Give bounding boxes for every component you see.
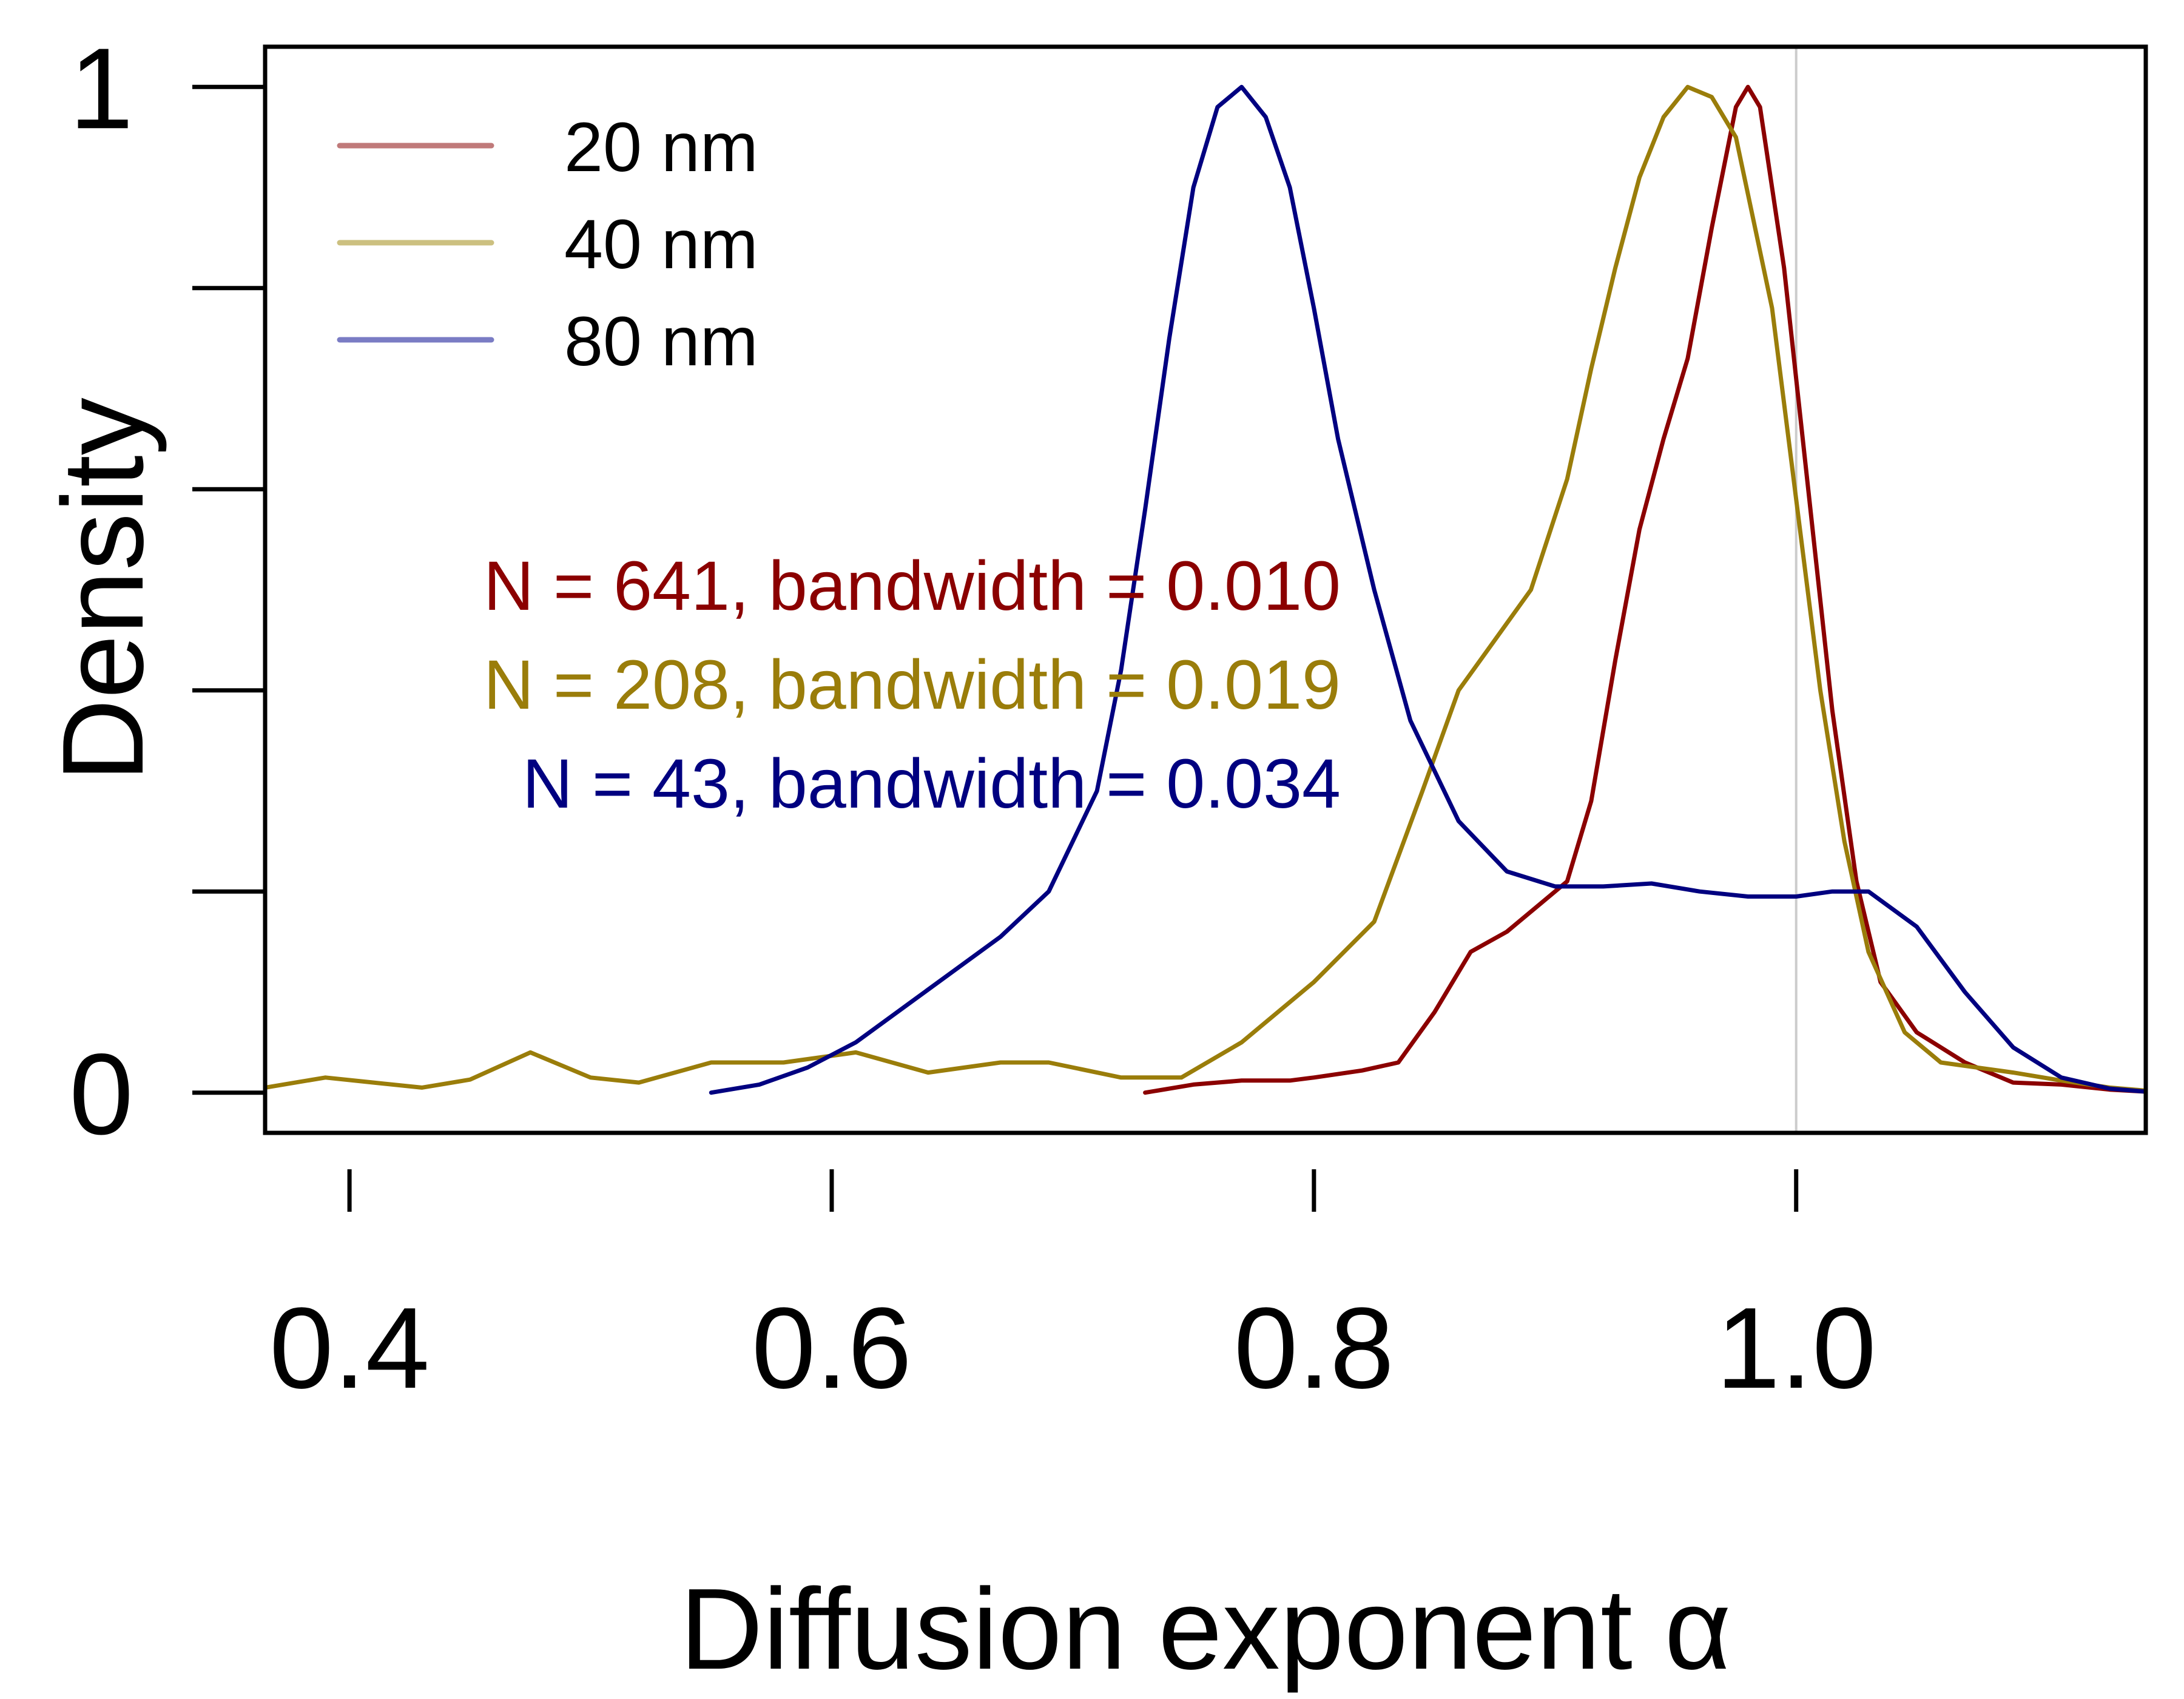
x-axis-title: Diffusion exponent α [679,1565,1731,1694]
legend-label: 80 nm [564,303,758,380]
axis-layer: 0.4 0.6 0.8 1.0 0 1 [69,24,1876,1413]
plot-frame [263,44,2148,1135]
annotations: N = 641, bandwidth = 0.010 N = 208, bandw… [484,547,1341,823]
legend-label: 20 nm [564,109,758,186]
x-tick-label: 1.0 [1716,1284,1876,1413]
x-tick-label: 0.4 [269,1284,430,1413]
series-line-80-nm [709,84,2148,1095]
annotation-text: N = 43, bandwidth = 0.034 [522,745,1341,823]
y-axis-title: Density [39,397,167,782]
legend: 20 nm 40 nm 80 nm [337,109,758,380]
y-tick-label: 1 [69,24,133,153]
series-layer [263,84,2148,1095]
series-line-20-nm [1143,84,2148,1095]
x-tick-label: 0.8 [1234,1284,1394,1413]
y-tick-label: 0 [69,1030,133,1159]
legend-label: 40 nm [564,206,758,283]
annotation-text: N = 208, bandwidth = 0.019 [484,646,1341,724]
annotation-text: N = 641, bandwidth = 0.010 [484,547,1341,625]
x-tick-label: 0.6 [752,1284,912,1413]
series-line-40-nm [263,84,2148,1093]
